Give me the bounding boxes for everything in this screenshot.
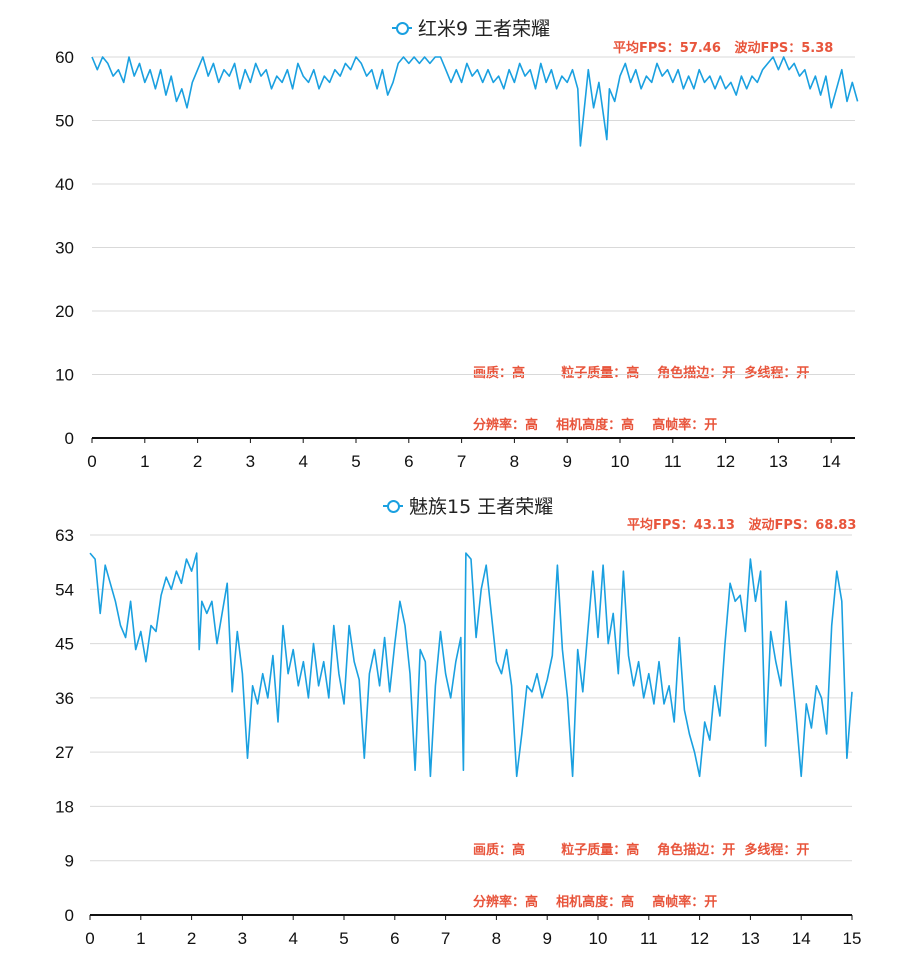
y-tick-label: 0 bbox=[65, 906, 74, 925]
legend-marker-icon bbox=[383, 498, 403, 514]
x-tick-label: 13 bbox=[769, 452, 788, 471]
x-tick-label: 1 bbox=[136, 929, 145, 948]
settings-notes-redmi9: 画质：高 粒子质量：高 角色描边：开 多线程：开 分辨率：高 相机高度：高 高帧… bbox=[473, 333, 809, 467]
x-tick-label: 15 bbox=[843, 929, 862, 948]
settings-line-1: 画质：高 粒子质量：高 角色描边：开 多线程：开 bbox=[473, 366, 810, 381]
fps-stats-meizu15: 平均FPS：43.13 波动FPS：68.83 bbox=[627, 518, 857, 533]
y-tick-label: 50 bbox=[55, 112, 74, 131]
x-tick-label: 9 bbox=[542, 929, 551, 948]
x-tick-label: 5 bbox=[351, 452, 360, 471]
fps-stats-redmi9: 平均FPS：57.46 波动FPS：5.38 bbox=[613, 41, 834, 56]
x-tick-label: 7 bbox=[457, 452, 466, 471]
x-tick-label: 3 bbox=[246, 452, 255, 471]
settings-notes-meizu15: 画质：高 粒子质量：高 角色描边：开 多线程：开 分辨率：高 相机高度：高 高帧… bbox=[473, 810, 809, 944]
y-tick-label: 54 bbox=[55, 580, 74, 599]
x-tick-label: 4 bbox=[288, 929, 297, 948]
chart-panel-redmi9: 红米9 王者荣耀 平均FPS：57.46 波动FPS：5.38 画质：高 粒子质… bbox=[0, 0, 909, 478]
y-tick-label: 18 bbox=[55, 797, 74, 816]
legend-meizu15: 魅族15 王者荣耀 bbox=[383, 492, 554, 519]
x-tick-label: 10 bbox=[611, 452, 630, 471]
y-tick-label: 60 bbox=[55, 48, 74, 67]
x-tick-label: 12 bbox=[690, 929, 709, 948]
x-tick-label: 5 bbox=[339, 929, 348, 948]
x-tick-label: 10 bbox=[589, 929, 608, 948]
chart-panel-meizu15: 魅族15 王者荣耀 平均FPS：43.13 波动FPS：68.83 画质：高 粒… bbox=[0, 478, 909, 958]
series-line bbox=[89, 552, 853, 778]
x-tick-label: 4 bbox=[298, 452, 307, 471]
x-tick-label: 7 bbox=[441, 929, 450, 948]
x-tick-label: 6 bbox=[390, 929, 399, 948]
y-tick-label: 36 bbox=[55, 689, 74, 708]
y-tick-label: 40 bbox=[55, 175, 74, 194]
y-tick-label: 30 bbox=[55, 239, 74, 258]
x-tick-label: 1 bbox=[140, 452, 149, 471]
x-tick-label: 8 bbox=[492, 929, 501, 948]
x-tick-label: 14 bbox=[792, 929, 811, 948]
x-tick-label: 11 bbox=[664, 452, 682, 471]
x-tick-label: 12 bbox=[716, 452, 735, 471]
y-tick-label: 9 bbox=[65, 852, 74, 871]
x-tick-label: 3 bbox=[238, 929, 247, 948]
x-tick-label: 9 bbox=[562, 452, 571, 471]
y-tick-label: 10 bbox=[55, 366, 74, 385]
y-tick-label: 63 bbox=[55, 526, 74, 545]
settings-line-2: 分辨率：高 相机高度：高 高帧率：开 bbox=[473, 895, 718, 910]
x-tick-label: 8 bbox=[510, 452, 519, 471]
x-tick-label: 2 bbox=[187, 929, 196, 948]
x-tick-label: 13 bbox=[741, 929, 760, 948]
legend-marker-icon bbox=[392, 20, 412, 36]
y-tick-label: 45 bbox=[55, 635, 74, 654]
settings-line-1: 画质：高 粒子质量：高 角色描边：开 多线程：开 bbox=[473, 843, 810, 858]
legend-redmi9: 红米9 王者荣耀 bbox=[392, 14, 551, 41]
y-tick-label: 0 bbox=[65, 429, 74, 448]
legend-label-redmi9: 红米9 王者荣耀 bbox=[418, 18, 551, 40]
x-tick-label: 11 bbox=[640, 929, 658, 948]
series-line bbox=[91, 56, 859, 147]
x-tick-label: 0 bbox=[87, 452, 96, 471]
y-tick-label: 20 bbox=[55, 302, 74, 321]
x-tick-label: 14 bbox=[822, 452, 841, 471]
x-tick-label: 6 bbox=[404, 452, 413, 471]
legend-label-meizu15: 魅族15 王者荣耀 bbox=[409, 496, 554, 518]
y-tick-label: 27 bbox=[55, 743, 74, 762]
x-tick-label: 2 bbox=[193, 452, 202, 471]
x-tick-label: 0 bbox=[85, 929, 94, 948]
settings-line-2: 分辨率：高 相机高度：高 高帧率：开 bbox=[473, 418, 718, 433]
